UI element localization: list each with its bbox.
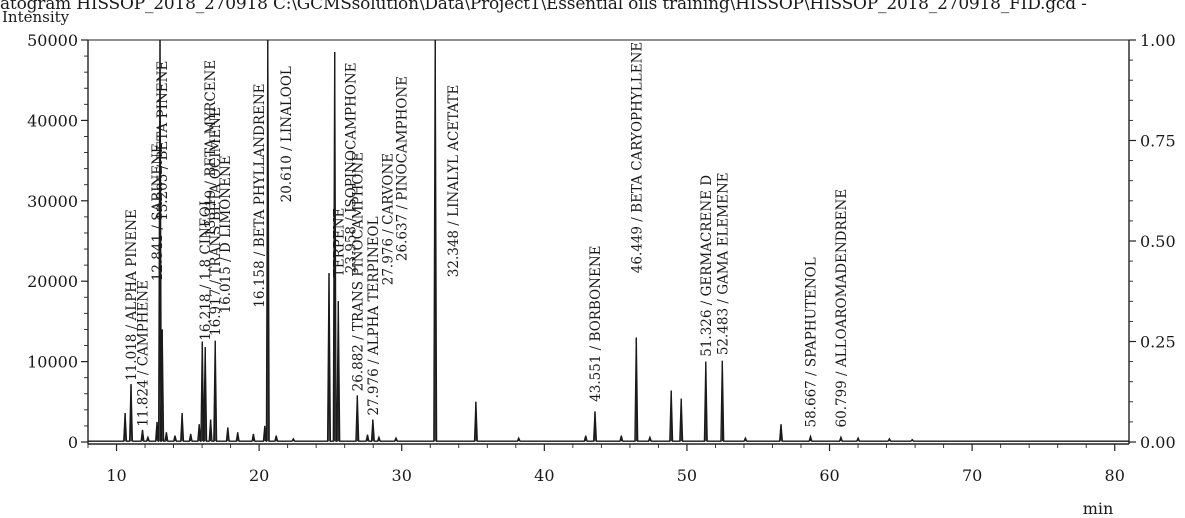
peak-annotation: 12.841 / SABINENE [150,143,166,281]
peak-annotation: 20.610 / LINALOOL [279,66,295,202]
peak-annotation: 27.976 / ALPHA TERPINEOL [366,216,382,415]
peak-annotation: 16.917 / TRANS BETA OCIMENE [208,107,224,336]
x-axis-label: min [1083,499,1114,518]
x-tick-label: 20 [249,466,269,485]
peak-annotation: 46.449 / BETA CARYOPHYLLENE [629,42,645,273]
peak-annotation: 26.882 / TRANS PINOCAMPHONE [350,152,366,391]
y2-tick-label: 1.00 [1140,31,1176,50]
y2-tick-label: 0.75 [1140,132,1176,151]
peak-annotation: 16.158 / BETA PHYLLANDRENE [252,83,268,307]
y-tick-label: 0 [68,433,78,452]
peak-annotation: 52.483 / GAMA ELEMENE [715,172,731,355]
x-tick-label: 70 [962,466,982,485]
peak-annotation: 16.015 / D LIMONENE [218,155,234,313]
chromatogram-trace [88,39,1129,442]
x-tick-label: 30 [392,466,412,485]
peak-annotation: 11.824 / CAMPHENE [136,280,152,427]
peak-annotation: 60.799 / ALLOAROMADENDRENE [834,189,850,428]
chromatogram-header: atogram HISSOP_2018_270918 C:\GCMSsoluti… [0,0,1087,14]
x-tick-label: 10 [106,466,126,485]
y-tick-label: 40000 [27,111,78,130]
trace-layer [88,39,1129,442]
axes: 10 20 30 40 50 60 70 80 0 10000 20000 30000 40000 500… [27,31,1176,485]
peak-annotation: 43.551 / BORBONENE [588,245,604,401]
peak-annotation: 23.958 / ISOPINOCAMPHONE [343,62,359,273]
y-tick-label: 20000 [27,272,78,291]
peak-annotation: 58.667 / SPAPHUTENOL [804,257,820,427]
y-axis-label: Intensity [2,8,70,26]
y2-tick-label: 0.50 [1140,232,1176,251]
x-tick-label: 60 [819,466,839,485]
peak-annotation: 13.205 / BETA PINENE [155,61,171,221]
y2-tick-label: 0.00 [1140,433,1176,452]
peak-annotation: 51.326 / GERMACRENE D [699,175,715,357]
peak-annotation: 26.637 / PINOCAMPHONE [395,76,411,261]
x-tick-label: 40 [534,466,554,485]
y-tick-label: 50000 [27,31,78,50]
peak-annotation: TERPENE [331,208,347,278]
peak-annotation: 27.976 / CARVONE [381,153,397,285]
y2-tick-label: 0.25 [1140,333,1176,352]
y-tick-label: 10000 [27,353,78,372]
peak-annotation: 32.348 / LINALYL ACETATE [446,85,462,278]
peak-annotation: 13.319 / BETA MYRCENE [203,60,219,237]
x-tick-label: 80 [1105,466,1125,485]
x-tick-label: 50 [677,466,697,485]
peak-annotation: 16.218 / 1.8 CINEOL [198,197,214,341]
peak-annotation: 11.018 / ALPHA PINENE [124,209,140,381]
y-tick-label: 30000 [27,192,78,211]
